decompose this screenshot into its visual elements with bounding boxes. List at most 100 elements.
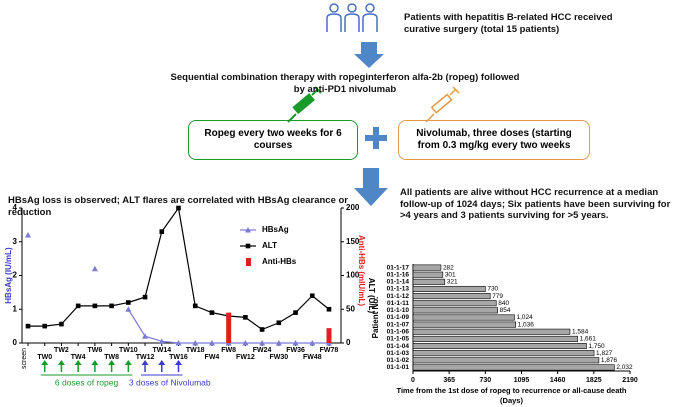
point	[192, 303, 198, 309]
value-label: 1,661	[580, 336, 597, 343]
point	[109, 303, 114, 309]
value-label: 1,750	[588, 343, 605, 350]
y-tick-label: 1	[13, 304, 18, 313]
right-finding: All patients are alive without HCC recur…	[400, 187, 671, 221]
y-tick-label: 3	[13, 237, 18, 246]
y-tick-label: 4	[13, 203, 18, 212]
x-tick-label: FW4	[205, 354, 220, 361]
bar	[412, 264, 442, 271]
y-tick-label: 01-1-04	[387, 343, 410, 350]
x-tick-label: 1825	[586, 377, 602, 384]
bar	[412, 364, 615, 371]
dose-arrow-head	[41, 360, 49, 365]
dose-arrow-head	[175, 360, 182, 365]
dose-arrow-head	[57, 360, 65, 365]
x-tick-label: TW0	[37, 354, 52, 361]
x-tick-label: FW78	[320, 347, 339, 354]
y-tick-label: 01-1-16	[387, 271, 410, 278]
bar	[412, 307, 498, 314]
point	[159, 229, 165, 234]
value-label: 1,827	[596, 350, 613, 357]
value-label: 321	[447, 279, 458, 286]
point	[309, 340, 316, 346]
value-label: 1,584	[572, 328, 589, 335]
y2-tick-label: 50	[346, 304, 355, 313]
y-tick-label: 01-1-06	[387, 328, 410, 335]
x-tick-label: FW30	[269, 354, 288, 361]
point	[75, 303, 81, 309]
x-tick-label: FW8	[221, 347, 236, 354]
point	[126, 300, 131, 305]
bar	[412, 321, 516, 328]
x-tick-label: FW36	[286, 347, 305, 354]
patients-icon	[326, 3, 378, 32]
bar	[412, 343, 587, 350]
legend-label: HBsAg	[262, 225, 289, 234]
bar	[412, 278, 446, 285]
left-finding: HBsAg loss is observed; ALT flares are c…	[8, 195, 349, 218]
bar	[412, 335, 578, 342]
point	[125, 306, 132, 312]
y2-tick-label: 150	[346, 237, 360, 246]
x-tick-label: 0	[411, 377, 415, 384]
bar	[412, 350, 595, 357]
value-label: 854	[500, 307, 511, 314]
y-tick-label: 01-1-03	[387, 350, 410, 357]
point	[292, 340, 299, 346]
point	[293, 310, 298, 315]
bar	[412, 328, 571, 335]
y-tick-label: 01-1-17	[387, 264, 410, 271]
bar	[412, 271, 444, 278]
y-tick-label: 01-1-13	[387, 286, 410, 293]
y2-tick-label: 200	[346, 203, 360, 212]
therapy-text: Sequential combination therapy with rope…	[170, 72, 520, 95]
nivo-box: Nivolumab, three doses (starting from 0.…	[398, 120, 590, 160]
flow-arrow	[354, 42, 384, 68]
x-tick-label: 2190	[622, 377, 638, 384]
point	[91, 265, 98, 272]
point	[92, 303, 98, 309]
y-tick-label: 01-1-10	[387, 307, 410, 314]
value-label: 1,876	[601, 357, 618, 364]
x-tick-label: 1095	[514, 377, 530, 384]
value-label: 779	[492, 293, 503, 300]
patients-text: Patients with hepatitis B-related HCC re…	[404, 12, 613, 35]
y2-axis-title-extra: Anti-HBs (mIU/mL)	[357, 235, 366, 306]
dose-arrow-head	[141, 360, 149, 365]
point	[275, 340, 282, 346]
y2-axis-title: ALT (U/L)	[367, 278, 376, 314]
point	[25, 323, 31, 329]
point	[142, 333, 149, 339]
y-tick-label: 2	[13, 271, 18, 280]
point	[326, 306, 332, 312]
y-tick-label: 01-1-01	[387, 364, 410, 371]
point	[242, 340, 249, 346]
point	[243, 315, 248, 320]
point	[192, 340, 199, 346]
value-label: 730	[487, 286, 498, 293]
ropeg-syringe	[287, 86, 322, 123]
bar	[412, 357, 600, 364]
x-tick-label: TW16	[169, 354, 188, 361]
x-axis-title: Time from the 1st dose of ropeg to recur…	[397, 386, 627, 395]
y-tick-label: 01-1-07	[387, 321, 410, 328]
bar	[226, 312, 232, 343]
bar	[326, 328, 332, 343]
point	[42, 323, 48, 329]
legend-marker	[245, 243, 251, 249]
dose-arrow-head	[158, 360, 166, 365]
y-tick-label: 01-1-05	[387, 336, 410, 343]
dose-arrow-head	[74, 360, 82, 365]
y2-tick-label: 100	[346, 271, 360, 280]
x-tick-label: FW12	[236, 354, 255, 361]
y-tick-label: 0	[13, 338, 18, 347]
value-label: 1,036	[518, 321, 535, 328]
y-tick-label: 01-1-02	[387, 357, 410, 364]
bar	[412, 285, 486, 292]
legend-marker	[245, 227, 251, 233]
y-tick-label: 01-1-11	[387, 300, 409, 307]
bar	[412, 293, 491, 300]
x-tick-label: TW6	[87, 347, 102, 354]
dose-label: 3 doses of Nivolumab	[129, 377, 211, 387]
y-tick-label: 01-1-09	[387, 314, 410, 321]
